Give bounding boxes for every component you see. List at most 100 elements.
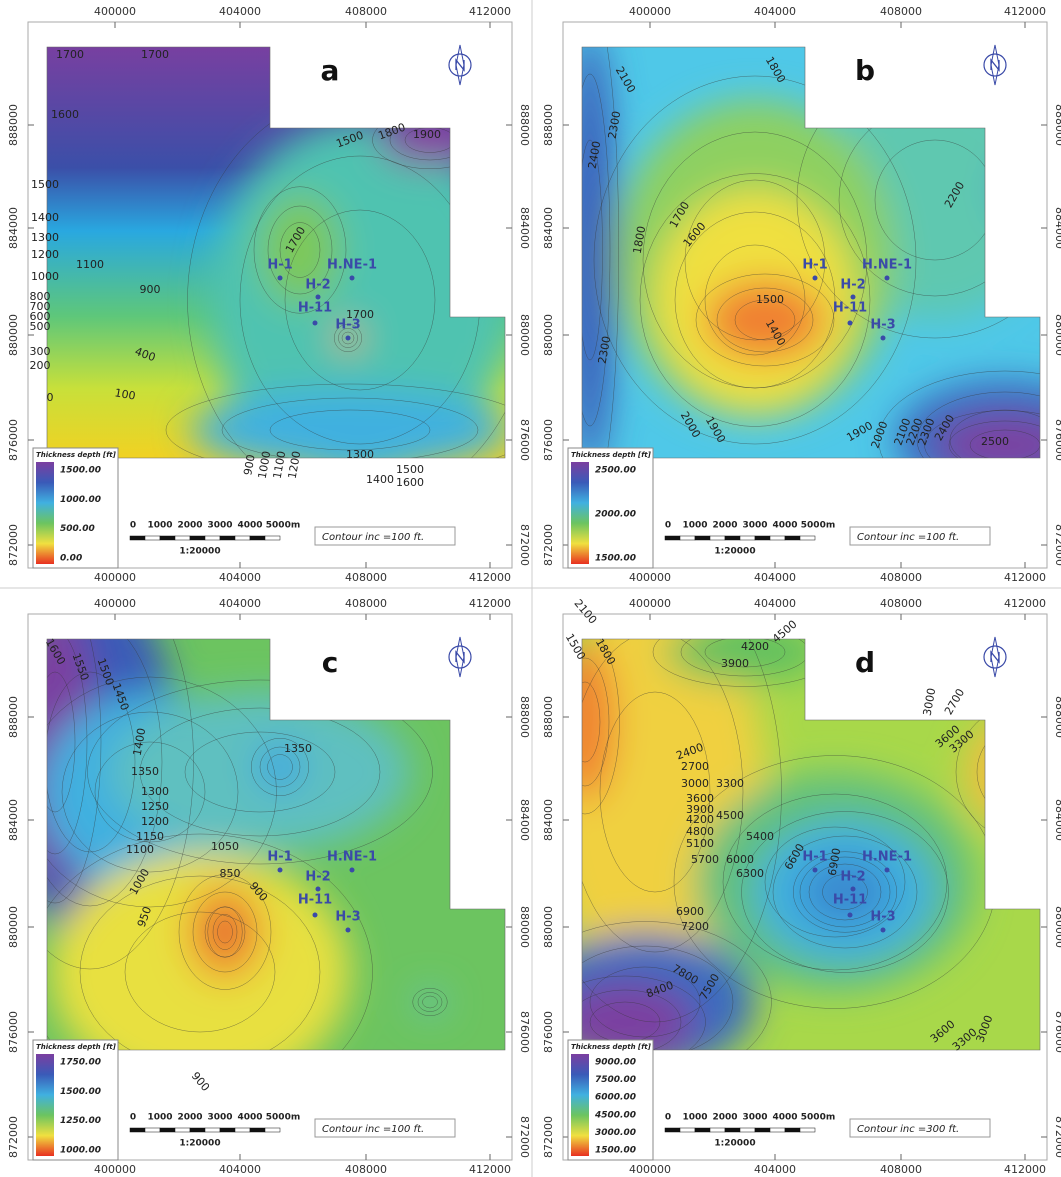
scale-segment [264, 535, 281, 541]
contour-line [582, 639, 782, 1023]
map-panel: 400000 404000 408000 412000 400000 404000 4080… [542, 5, 1061, 584]
scale-segment [664, 535, 681, 541]
panel-label: a [321, 54, 340, 87]
scale-segment [694, 535, 711, 541]
contour-line [221, 397, 479, 458]
scale-label: 0 [665, 1113, 671, 1123]
legend-label: 2500.00 [595, 466, 636, 476]
x-tick-label: 404000 [754, 1163, 796, 1176]
north-arrow [448, 636, 472, 678]
contour-note: Contour inc =100 ft. [322, 1124, 424, 1135]
contour-label: 4200 [686, 813, 714, 826]
scale-label: 4000 [772, 1113, 797, 1123]
contour-line [47, 676, 277, 908]
map-blobs [47, 639, 445, 1050]
well-marker [812, 275, 818, 281]
scale-segment [739, 1127, 756, 1133]
scale-segment [799, 535, 816, 541]
x-tick-label: 412000 [1004, 597, 1046, 610]
contour-label: 1200 [31, 248, 59, 261]
scale-segment [129, 1127, 146, 1133]
map-outline [46, 638, 506, 1051]
x-tick-label: 400000 [629, 571, 671, 584]
color-zone [935, 415, 1040, 458]
x-tick-label: 408000 [345, 571, 387, 584]
legend-label: 9000.00 [595, 1058, 636, 1068]
y-tick-label: 876000 [7, 419, 20, 461]
well-marker [884, 867, 890, 873]
contour-line [284, 209, 436, 391]
well-marker [850, 886, 856, 892]
scale-label: 5000m [801, 1113, 835, 1123]
axis-frame [562, 21, 1048, 569]
scale-label: 3000 [207, 521, 232, 531]
contour-label: 1400 [366, 473, 394, 486]
scale-segment [204, 1127, 221, 1133]
color-zone [665, 639, 825, 682]
x-tick-label: 408000 [880, 571, 922, 584]
contour-label: 1400 [31, 211, 59, 224]
well-label: H-11 [298, 893, 332, 908]
contour-label: 900 [241, 453, 257, 476]
well-label: H-11 [833, 301, 867, 316]
y-tick-label: 872000 [542, 1116, 555, 1158]
scale-segment [174, 1127, 191, 1133]
contour-line [793, 851, 897, 933]
x-tick-label: 412000 [469, 1163, 511, 1176]
contour-line [996, 155, 1040, 225]
y-tick-label: 888000 [7, 104, 20, 146]
contour-label: 850 [220, 867, 241, 880]
scale-label: 3000 [742, 1113, 767, 1123]
well-marker [812, 867, 818, 873]
y-tick-label: 880000 [542, 314, 555, 356]
axis-frame [27, 21, 513, 569]
contour-line [61, 711, 239, 873]
y-tick-label: 884000 [518, 799, 531, 841]
x-tick-label: 400000 [94, 5, 136, 18]
contour-line [969, 429, 1040, 458]
contour-line [684, 179, 826, 341]
well-marker [884, 275, 890, 281]
scale-label: 3000 [742, 521, 767, 531]
map-panel: 400000 404000 408000 412000 400000 404000 4080… [7, 597, 531, 1176]
legend-label: 1500.00 [595, 1146, 636, 1156]
legend-label: 6000.00 [595, 1093, 636, 1103]
x-tick-label: 400000 [94, 1163, 136, 1176]
well-label: H-1 [802, 850, 827, 865]
x-tick-label: 400000 [94, 571, 136, 584]
well-label: H-3 [335, 318, 360, 333]
north-arrow [983, 44, 1007, 86]
scale-label: 5000m [801, 521, 835, 531]
map-outline [581, 46, 1041, 459]
color-zone [255, 742, 305, 792]
x-tick-label: 404000 [219, 571, 261, 584]
contour-line [582, 73, 611, 427]
contour-label: 1000 [256, 450, 274, 480]
well-label: H-3 [335, 910, 360, 925]
contour-line [822, 874, 868, 910]
scale-label: 5000m [266, 1113, 300, 1123]
y-tick-label: 872000 [542, 524, 555, 566]
well-label: H-11 [833, 893, 867, 908]
x-tick-label: 408000 [345, 597, 387, 610]
contour-label: 3000 [921, 687, 939, 717]
scale-segment [694, 1127, 711, 1133]
scale-segment [219, 535, 236, 541]
scale-segment [249, 1127, 266, 1133]
contour-label: 3600 [686, 792, 714, 805]
contour-line [799, 856, 891, 928]
contour-line [639, 173, 871, 427]
contour-line [47, 671, 76, 813]
panel-label: c [322, 646, 339, 679]
contour-label: 1000 [31, 270, 59, 283]
y-tick-label: 876000 [7, 1011, 20, 1053]
contour-line [204, 906, 246, 958]
contour-label: 5400 [746, 830, 774, 843]
scale-label: 3000 [207, 1113, 232, 1123]
y-tick-label: 876000 [1053, 419, 1061, 461]
contour-line [212, 914, 238, 950]
contour-note: Contour inc =100 ft. [857, 532, 959, 543]
scale-segment [159, 535, 176, 541]
color-zone [800, 857, 890, 927]
x-tick-label: 412000 [469, 597, 511, 610]
